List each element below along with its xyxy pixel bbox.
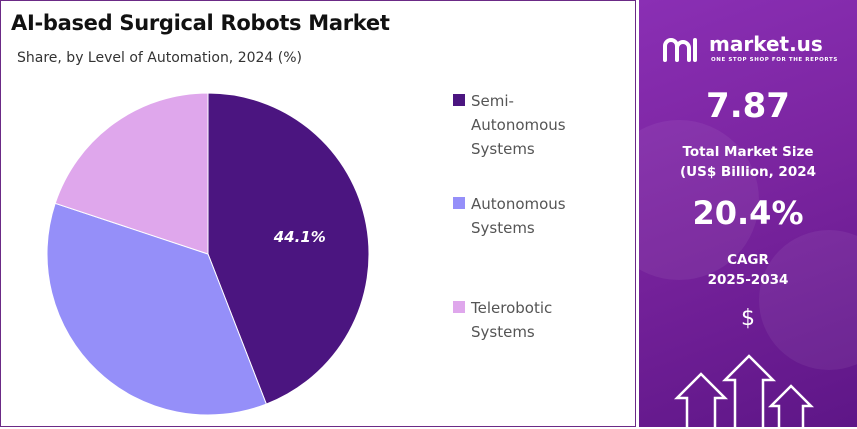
- legend-label-autonomous: Autonomous Systems: [471, 195, 566, 237]
- pie-slice-autonomous-systems: [46, 202, 267, 416]
- legend-swatch-telerobotic: [453, 301, 465, 313]
- market-us-logo-icon: [663, 38, 697, 62]
- legend-label-telerobotic: Telerobotic Systems: [471, 299, 553, 341]
- pie-chart: 44.1%: [46, 92, 370, 416]
- up-arrow-icon: [721, 354, 777, 427]
- legend-swatch-autonomous: [453, 197, 465, 209]
- pie-slice-label: 44.1%: [273, 228, 326, 246]
- chart-subtitle: Share, by Level of Automation, 2024 (%): [17, 50, 303, 66]
- brand-name: market.us: [709, 32, 823, 56]
- growth-arrows: [673, 354, 815, 427]
- up-arrow-icon: [673, 372, 729, 427]
- market-size-value: 7.87: [706, 86, 790, 126]
- cagr-label: CAGR 2025-2034: [707, 252, 789, 288]
- brand-tagline: ONE STOP SHOP FOR THE REPORTS: [711, 57, 838, 63]
- chart-title: AI-based Surgical Robots Market: [11, 11, 390, 35]
- brand-logo: market.us ONE STOP SHOP FOR THE REPORTS: [661, 30, 851, 70]
- summary-sidebar: market.us ONE STOP SHOP FOR THE REPORTS …: [639, 0, 857, 427]
- up-arrow-icon: [767, 384, 815, 427]
- legend-label-semi-autonomous: Semi- Autonomous Systems: [471, 92, 566, 158]
- chart-panel: AI-based Surgical Robots Market Share, b…: [0, 0, 636, 427]
- dollar-icon: $: [741, 306, 755, 331]
- market-size-label: Total Market Size (US$ Billion, 2024: [679, 144, 817, 180]
- cagr-value: 20.4%: [692, 194, 804, 232]
- legend-swatch-semi-autonomous: [453, 94, 465, 106]
- pie-slice-telerobotic-systems: [54, 92, 209, 255]
- pie-slice-semi-autonomous-systems: [207, 92, 370, 405]
